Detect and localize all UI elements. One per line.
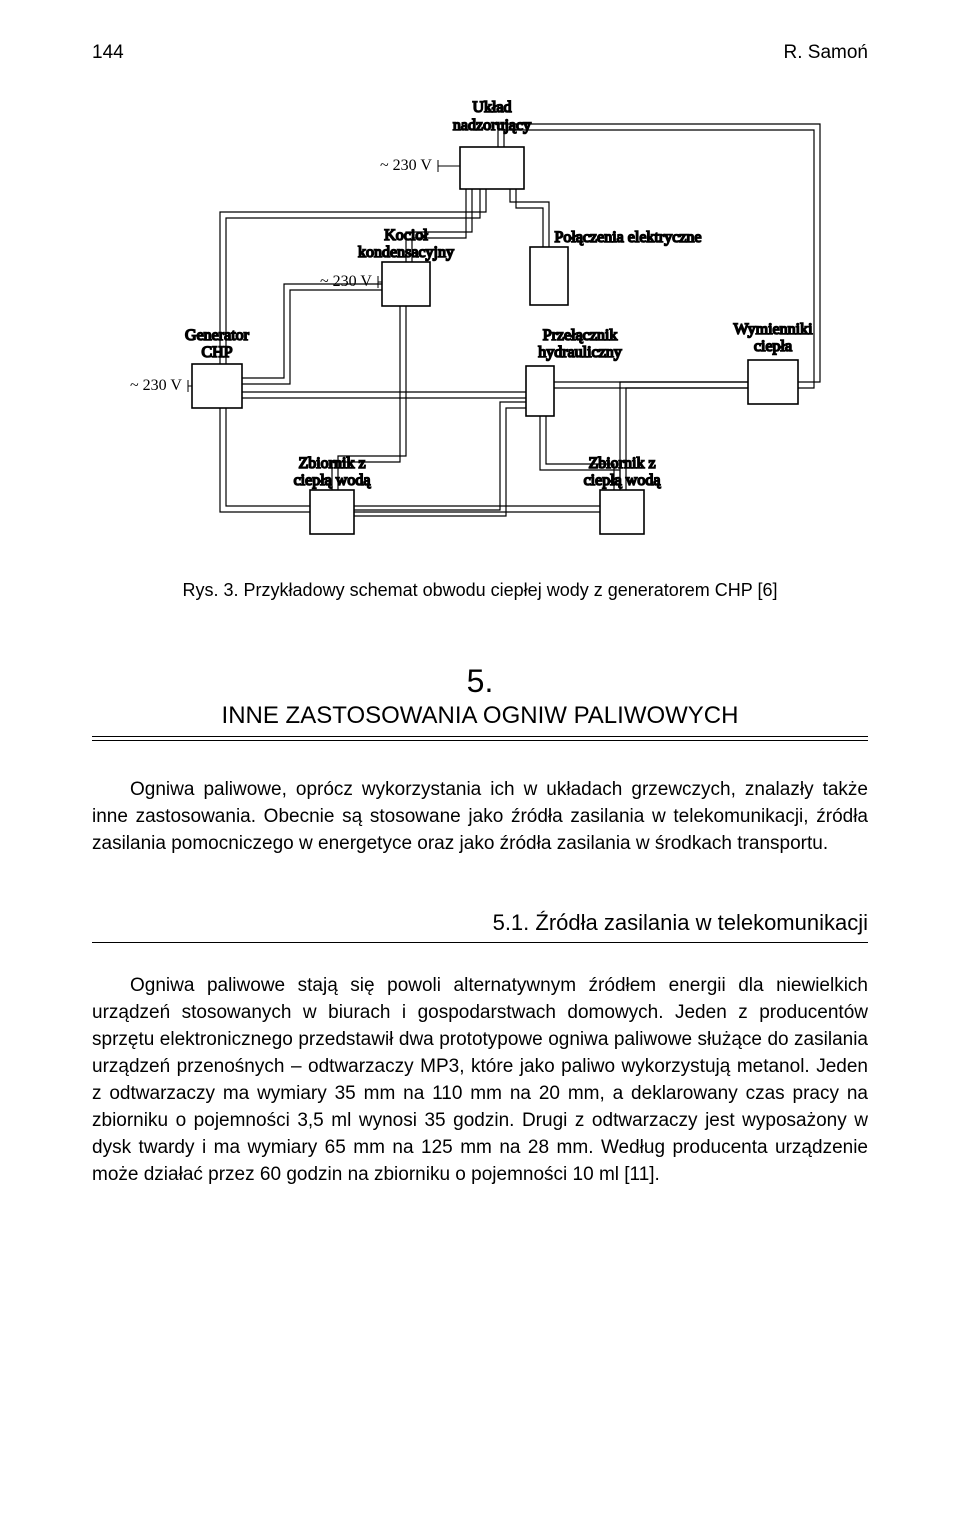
figure-caption: Rys. 3. Przykładowy schemat obwodu ciepł… — [92, 580, 868, 601]
node-tank2-l1: Zbiornik z — [588, 455, 655, 472]
node-boiler-l2: kondensacyjny — [358, 244, 454, 261]
node-tank1-l2: ciepłą wodą — [294, 472, 372, 489]
node-hydraulic-l1: Przełącznik — [543, 327, 618, 344]
node-tank2-l2: ciepłą wodą — [584, 472, 662, 489]
volt-2: ~ 230 V — [320, 273, 372, 290]
section-rule-top — [92, 736, 868, 737]
volt-1: ~ 230 V — [380, 157, 432, 174]
running-head: R. Samoń — [784, 42, 868, 64]
node-hydraulic-l2: hydrauliczny — [538, 344, 622, 361]
subsection-heading: 5.1. Źródła zasilania w telekomunikacji — [92, 910, 868, 936]
node-supervisor-l2: nadzorujący — [453, 117, 531, 134]
node-tank1-l1: Zbiornik z — [298, 455, 365, 472]
diagram-nodes: Układ nadzorujący Kocioł kondensacyjny P… — [185, 99, 813, 534]
node-boiler-l1: Kocioł — [384, 227, 428, 244]
paragraph-2: Ogniwa paliwowe stają się powoli alterna… — [92, 973, 868, 1189]
node-chp-l1: Generator — [185, 327, 250, 344]
node-supervisor-l1: Układ — [472, 99, 511, 116]
section-number: 5. — [92, 663, 868, 700]
node-heatex-l2: ciepła — [754, 338, 792, 355]
subsection-title: Źródła zasilania w telekomunikacji — [535, 910, 868, 935]
paragraph-1: Ogniwa paliwowe, oprócz wykorzystania ic… — [92, 777, 868, 858]
chp-diagram: ~ 230 V ~ 230 V ~ 230 V — [120, 82, 840, 552]
page: 144 R. Samoń ~ 230 V ~ 230 V ~ 230 V — [0, 0, 960, 1539]
page-number: 144 — [92, 42, 124, 64]
node-chp-l2: CHP — [201, 344, 232, 361]
diagram-container: ~ 230 V ~ 230 V ~ 230 V — [92, 82, 868, 552]
node-econn-l1: Połączenia elektryczne — [554, 229, 701, 246]
page-header: 144 R. Samoń — [92, 42, 868, 64]
subsection-number: 5.1. — [493, 910, 530, 935]
section-title: INNE ZASTOSOWANIA OGNIW PALIWOWYCH — [92, 702, 868, 730]
volt-3: ~ 230 V — [130, 377, 182, 394]
node-heatex-l1: Wymienniki — [733, 321, 813, 338]
section-rule-bottom — [92, 740, 868, 741]
subsection-rule — [92, 942, 868, 943]
